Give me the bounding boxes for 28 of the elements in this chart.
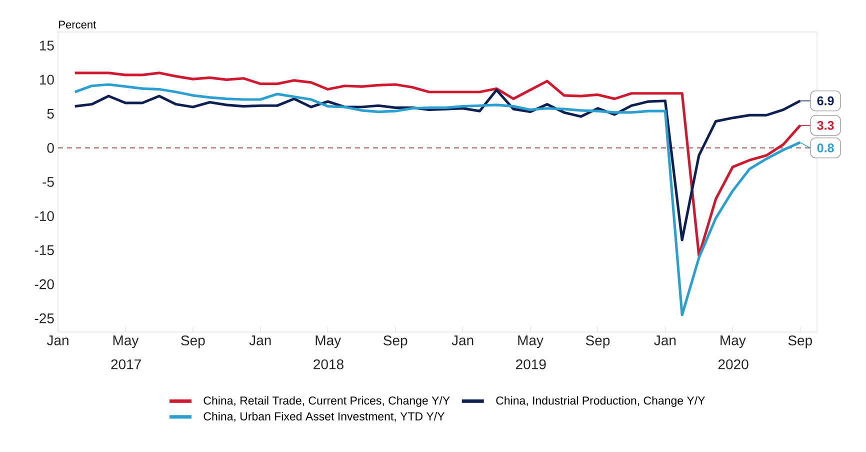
y-tick-label: -20 [34, 279, 54, 290]
x-tick-label: Jan [452, 336, 474, 346]
x-tick-label: Sep [181, 336, 205, 348]
x-tick-label: Jan [249, 336, 271, 346]
x-tick-label: May 2017 [111, 336, 141, 370]
data-label: 0.8 [817, 143, 834, 152]
x-tick-label: Sep [586, 336, 610, 348]
legend-label: China, Urban Fixed Asset Investment, YTD Y/Y [204, 412, 445, 422]
legend-label: China, Retail Trade, Current Prices, Change Y/Y [204, 396, 450, 407]
y-tick-label: -10 [34, 211, 54, 222]
y-tick-label: -15 [34, 245, 54, 256]
y-tick-label: -5 [42, 177, 54, 187]
y-tick-label: 5 [47, 108, 54, 119]
y-tick-label: 10 [40, 74, 54, 85]
x-tick-label: May 2019 [516, 336, 546, 370]
legend-label: China, Industrial Production, Change Y/Y [496, 396, 706, 407]
data-label: 6.9 [817, 96, 834, 106]
y-tick-label: 0 [47, 142, 54, 153]
x-tick-label: May 2018 [314, 336, 344, 370]
data-label: 3.3 [817, 120, 834, 130]
y-tick-label: -25 [34, 313, 54, 324]
x-tick-label: Jan [46, 336, 68, 346]
x-tick-label: Sep [384, 336, 408, 348]
x-tick-label: May 2020 [718, 336, 748, 370]
x-tick-label: Jan [654, 336, 676, 346]
y-tick-label: 15 [40, 40, 54, 51]
y-axis-title: Percent [59, 20, 96, 28]
x-tick-label: Sep [788, 336, 812, 348]
